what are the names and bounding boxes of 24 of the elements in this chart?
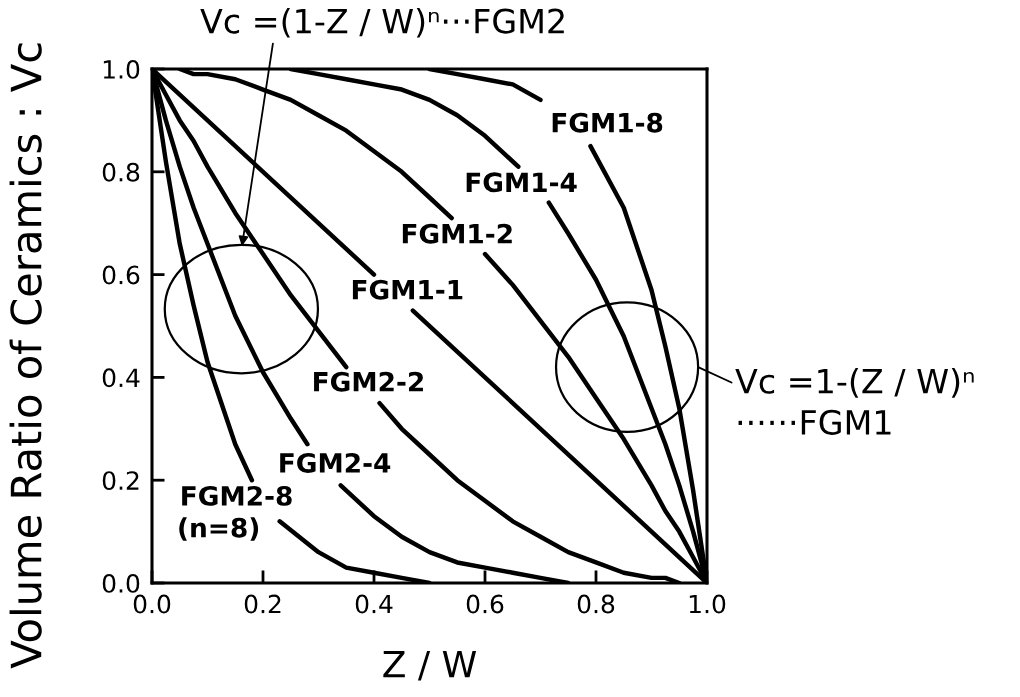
series-label: FGM2-8 — [182, 485, 292, 506]
x-tick-label: 0.4 — [355, 594, 393, 614]
y-tick-label: 0.6 — [102, 265, 140, 285]
y-tick-label: 0.4 — [102, 368, 140, 388]
x-tick-label: 1.0 — [689, 594, 726, 614]
x-tick-label: 0.0 — [133, 594, 171, 614]
series-label: FGM1-8 — [552, 112, 663, 133]
series-label: FGM1-2 — [402, 223, 512, 244]
x-tick-label: 0.2 — [244, 594, 281, 614]
series-label: FGM2-2 — [314, 371, 423, 392]
series-label: FGM2-4 — [280, 452, 391, 473]
y-tick-label: 0.0 — [102, 573, 140, 593]
x-axis-title: Z / W — [383, 650, 477, 681]
text: Vc =(1-Z / W)ⁿ···FGM2 — [200, 7, 564, 38]
y-axis-title: Volume Ratio of Ceramics : Vc — [9, 43, 42, 669]
y-tick-label: 1.0 — [103, 59, 140, 79]
x-tick-label: 0.6 — [466, 594, 504, 614]
y-tick-label: 0.8 — [102, 162, 140, 182]
annotation: (n=8) — [179, 517, 259, 541]
y-tick-label: 0.2 — [102, 471, 139, 491]
series-label: FGM1-1 — [352, 279, 463, 300]
series-label: FGM1-4 — [466, 172, 577, 193]
text: Vc =1-(Z / W)ⁿ ······FGM1 — [735, 368, 974, 435]
x-tick-label: 0.8 — [577, 594, 615, 614]
